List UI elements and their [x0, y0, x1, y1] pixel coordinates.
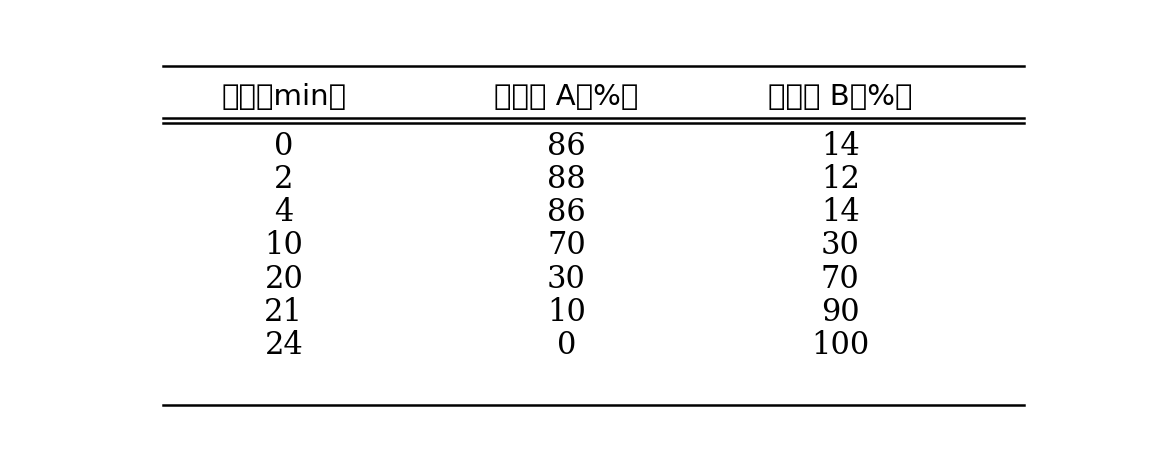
- Text: 14: 14: [821, 131, 859, 162]
- Text: 86: 86: [548, 131, 586, 162]
- Text: 100: 100: [811, 330, 870, 361]
- Text: 0: 0: [557, 330, 577, 361]
- Text: 时间（min）: 时间（min）: [221, 82, 346, 111]
- Text: 20: 20: [264, 263, 303, 294]
- Text: 30: 30: [821, 231, 859, 262]
- Text: 70: 70: [821, 263, 859, 294]
- Text: 86: 86: [548, 197, 586, 228]
- Text: 流动相 B（%）: 流动相 B（%）: [768, 82, 913, 111]
- Text: 90: 90: [821, 297, 859, 328]
- Text: 70: 70: [548, 231, 586, 262]
- Text: 2: 2: [274, 164, 294, 195]
- Text: 14: 14: [821, 197, 859, 228]
- Text: 30: 30: [547, 263, 586, 294]
- Text: 12: 12: [821, 164, 859, 195]
- Text: 10: 10: [547, 297, 586, 328]
- Text: 24: 24: [264, 330, 303, 361]
- Text: 88: 88: [548, 164, 586, 195]
- Text: 4: 4: [274, 197, 293, 228]
- Text: 10: 10: [264, 231, 303, 262]
- Text: 21: 21: [264, 297, 303, 328]
- Text: 流动相 A（%）: 流动相 A（%）: [494, 82, 639, 111]
- Text: 0: 0: [274, 131, 293, 162]
